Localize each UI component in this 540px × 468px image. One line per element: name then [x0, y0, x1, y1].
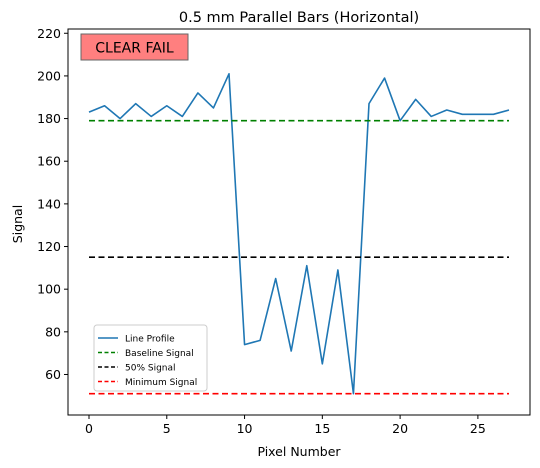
legend-label-line-profile: Line Profile: [125, 335, 175, 345]
line-profile-line: [88, 72, 510, 395]
status-annotation: CLEAR FAIL: [80, 33, 189, 61]
y-axis: 60 80 100 120 140 160 180 200 220: [37, 26, 68, 382]
y-tick-label: 60: [45, 367, 61, 382]
x-tick-label: 0: [85, 421, 93, 436]
y-tick-label: 200: [37, 68, 61, 83]
status-annotation-text: CLEAR FAIL: [95, 41, 174, 57]
x-axis: 0 5 10 15 20 25: [85, 415, 486, 436]
legend-label-50-signal: 50% Signal: [125, 364, 176, 374]
legend-label-minimum-signal: Minimum Signal: [125, 378, 197, 388]
y-axis-label: Signal: [10, 205, 25, 243]
legend: Line Profile Baseline Signal 50% Signal Min…: [93, 324, 208, 392]
y-tick-label: 180: [37, 111, 61, 126]
y-tick-label: 220: [37, 26, 61, 41]
y-tick-label: 120: [37, 239, 61, 254]
series-layer: [88, 72, 510, 395]
x-axis-label: Pixel Number: [257, 444, 341, 459]
chart-title: 0.5 mm Parallel Bars (Horizontal): [179, 10, 419, 26]
y-tick-label: 100: [37, 282, 61, 297]
x-tick-label: 25: [470, 421, 486, 436]
x-tick-label: 10: [237, 421, 253, 436]
legend-box: [93, 324, 208, 392]
plot-frame: [67, 28, 531, 416]
y-tick-label: 80: [45, 324, 61, 339]
x-tick-label: 20: [392, 421, 408, 436]
legend-label-baseline-signal: Baseline Signal: [125, 349, 194, 359]
x-tick-label: 15: [314, 421, 330, 436]
y-tick-label: 140: [37, 196, 61, 211]
y-tick-label: 160: [37, 154, 61, 169]
status-annotation-box: [80, 33, 189, 61]
x-tick-label: 5: [163, 421, 171, 436]
